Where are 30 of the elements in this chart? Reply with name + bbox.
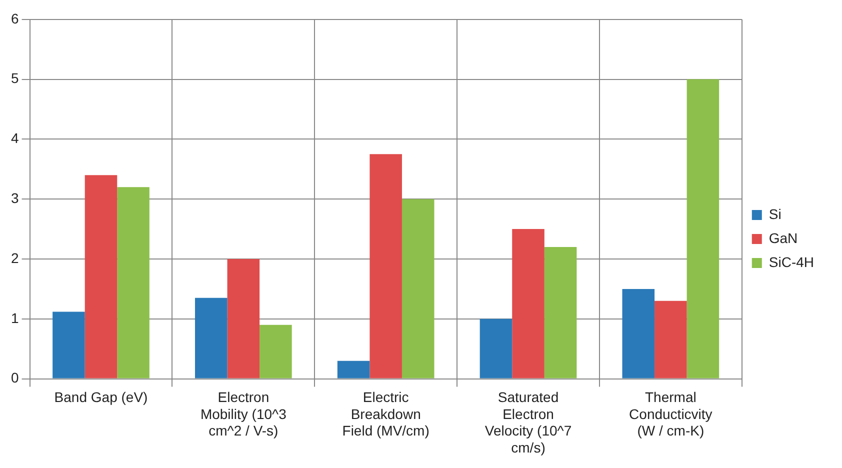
bar [402, 199, 434, 378]
bar [480, 318, 512, 378]
x-tick-label: Electron Mobility (10^3 cm^2 / V-s) [200, 389, 287, 439]
y-tick-label: 6 [10, 10, 19, 26]
legend-label: SiC-4H [768, 254, 814, 270]
x-tick-label: Saturated Electron Velocity (10^7 cm/s) [484, 389, 572, 456]
x-tick-label: Electric Breakdown Field (MV/cm) [342, 389, 430, 439]
bar [512, 229, 544, 378]
y-tick-label: 3 [10, 190, 19, 206]
bar [622, 288, 655, 378]
y-tick-label: 5 [10, 70, 19, 86]
y-tick-label: 4 [10, 130, 19, 146]
bar [117, 187, 150, 378]
bar [52, 312, 85, 378]
bar [84, 175, 118, 378]
y-tick-label: 2 [10, 250, 19, 266]
bar [686, 79, 720, 378]
y-tick-label: 1 [10, 310, 19, 326]
bar [370, 154, 402, 378]
bar [260, 324, 292, 378]
legend-label: Si [768, 206, 782, 222]
x-tick-label: Thermal Conducticvity (W / cm-K) [629, 389, 712, 439]
bar [337, 360, 370, 378]
bar [194, 298, 228, 378]
y-tick-label: 0 [10, 370, 19, 386]
bar [654, 300, 687, 378]
x-tick-label: Band Gap (eV) [54, 389, 148, 406]
legend-label: GaN [768, 230, 798, 246]
bar [544, 247, 577, 378]
bar [227, 259, 260, 378]
